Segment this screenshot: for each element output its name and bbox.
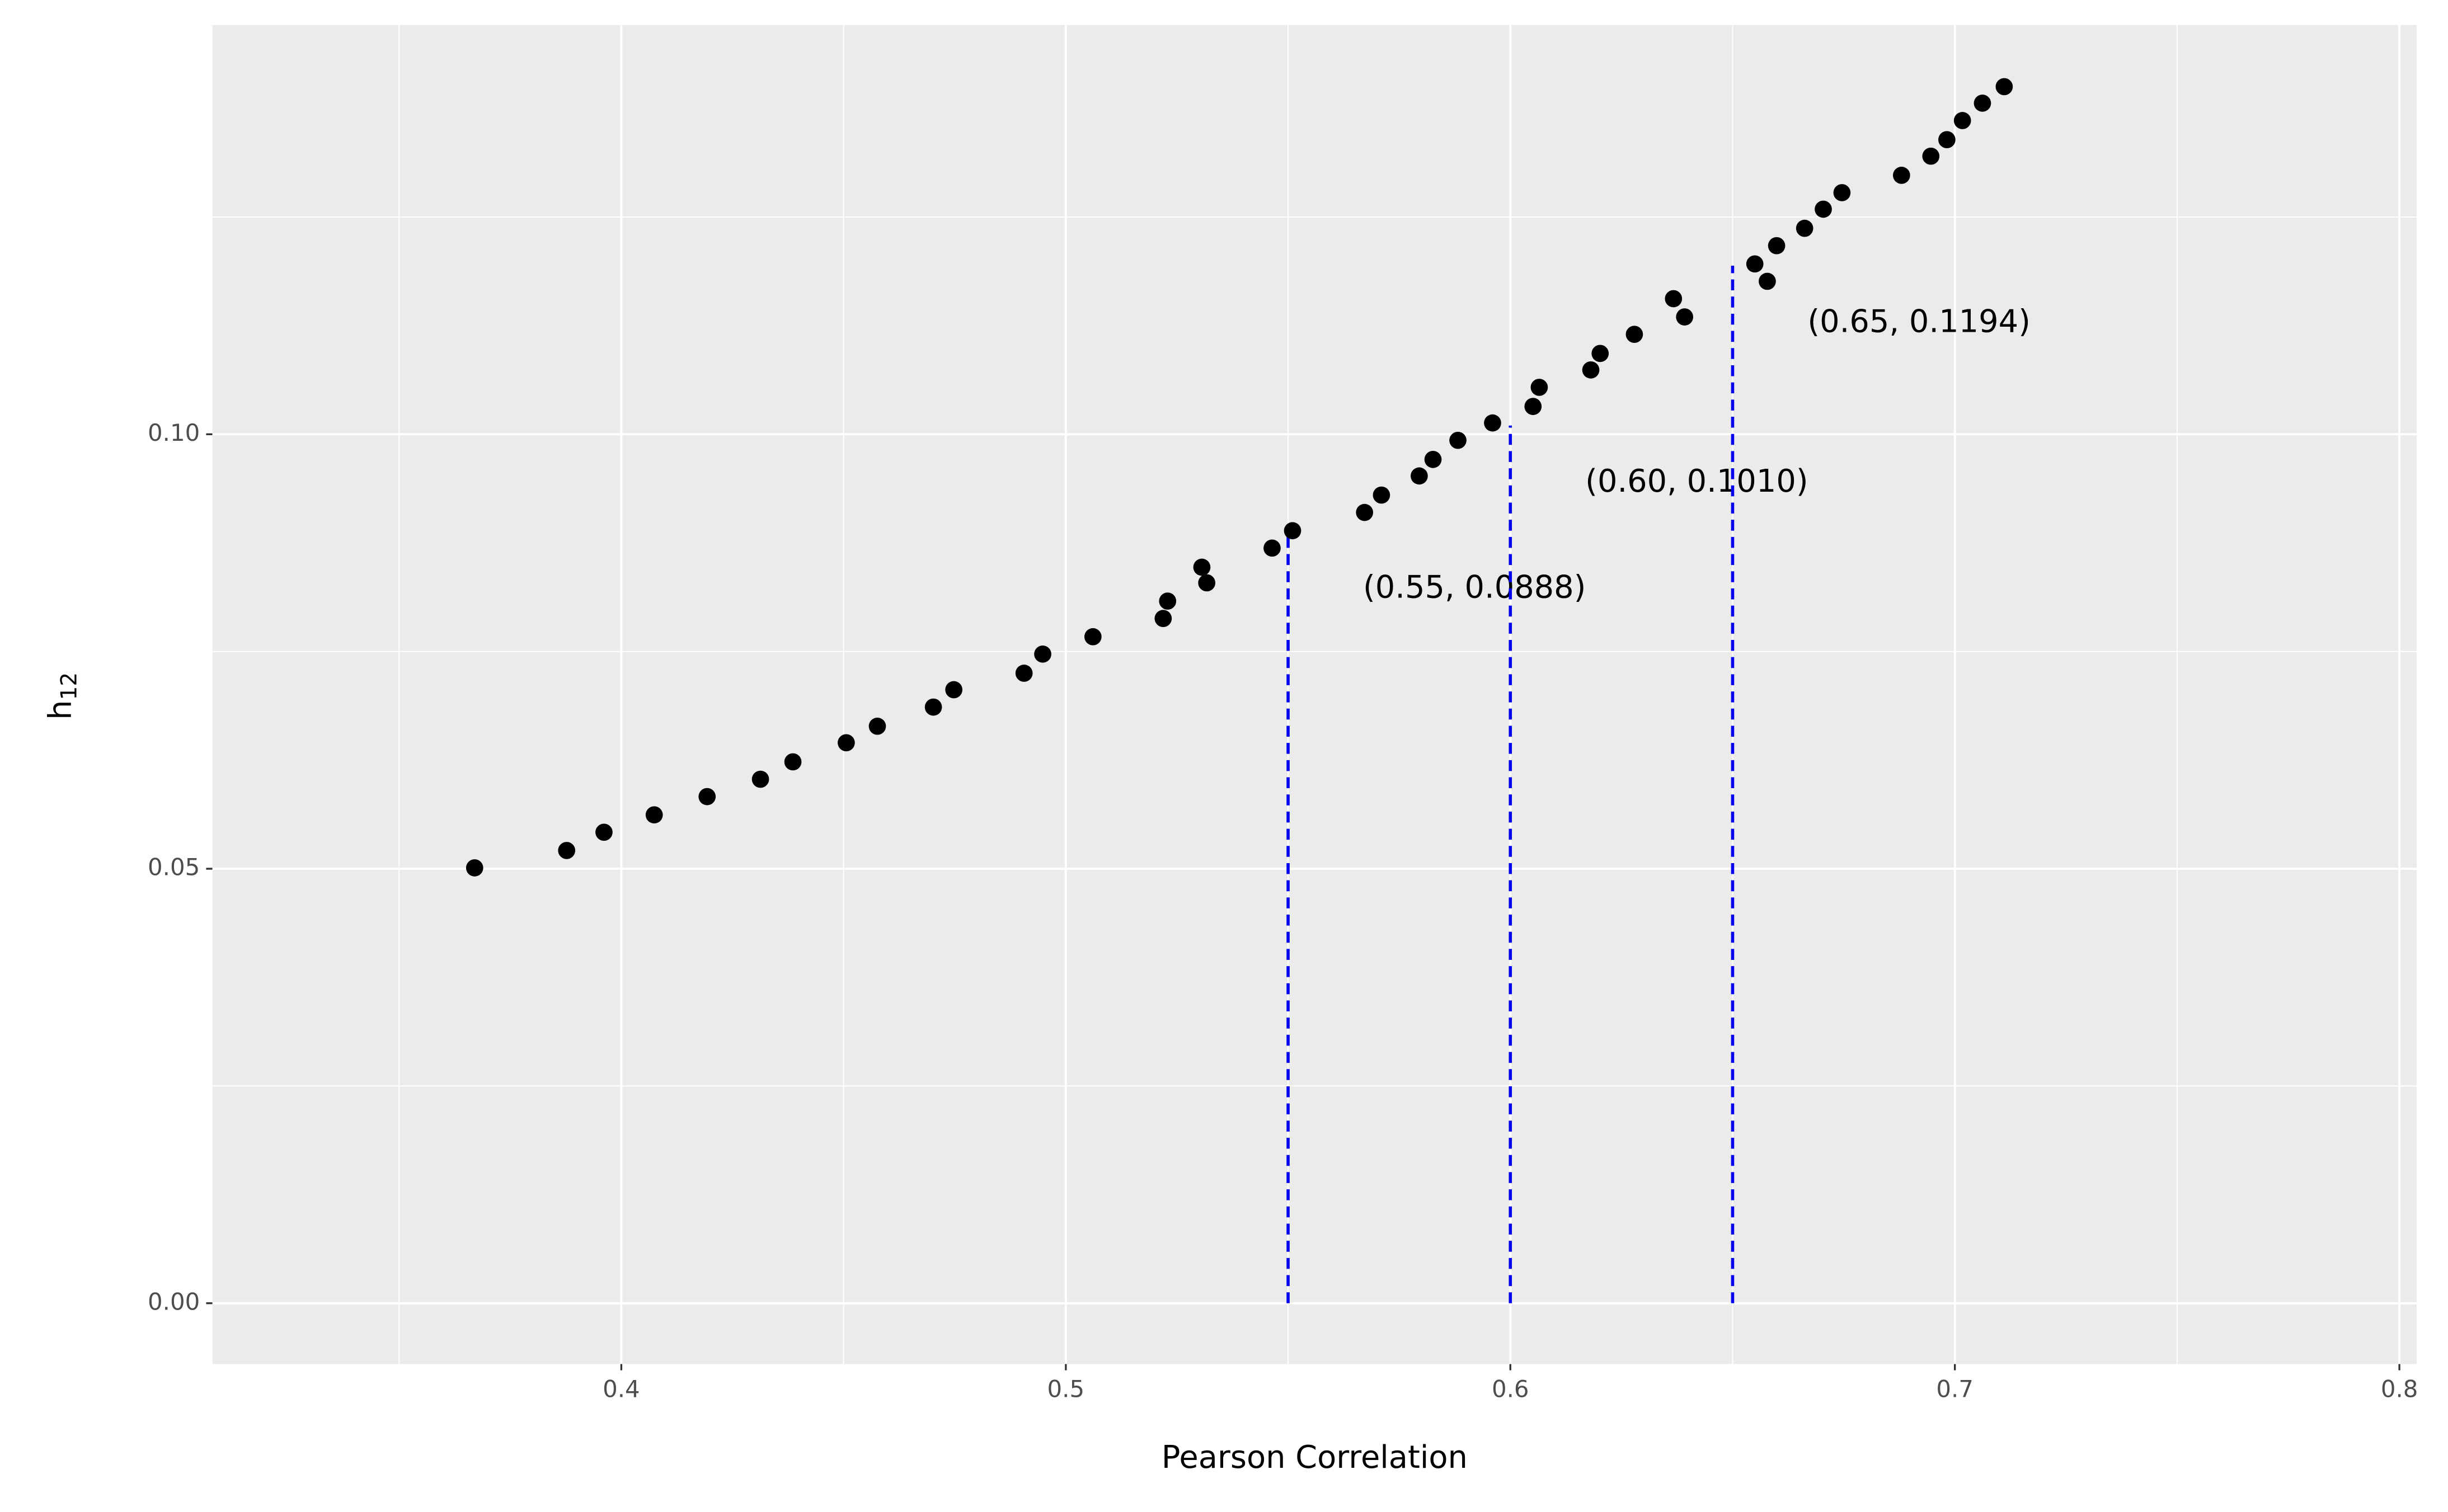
y-tick-label: 0.00 [148, 1288, 200, 1315]
point [1815, 200, 1832, 218]
point [1893, 167, 1910, 184]
point [1373, 486, 1390, 504]
point [595, 823, 613, 841]
x-tick-label: 0.5 [1047, 1375, 1085, 1402]
x-axis-title: Pearson Correlation [1162, 1439, 1468, 1476]
point [1154, 610, 1172, 627]
point [1995, 78, 2013, 96]
point [1530, 379, 1548, 396]
point [1198, 574, 1216, 592]
point [784, 753, 802, 771]
point [1625, 326, 1643, 343]
y-axis-title-base: h [43, 700, 79, 720]
point [1759, 272, 1776, 290]
x-tick-label: 0.8 [2381, 1375, 2418, 1402]
point [1159, 592, 1177, 610]
point [1665, 290, 1683, 308]
plot-background [212, 25, 2417, 1364]
point [868, 717, 886, 735]
point [1676, 308, 1694, 326]
y-axis-title-subscript: 12 [57, 672, 82, 700]
point [1591, 345, 1609, 362]
point [1484, 414, 1501, 432]
point [1768, 237, 1786, 255]
x-tick-label: 0.4 [603, 1375, 640, 1402]
point [1796, 219, 1813, 237]
point [698, 788, 716, 806]
y-tick-label: 0.05 [148, 854, 200, 881]
point [1449, 431, 1467, 449]
point [1263, 539, 1281, 557]
point [751, 770, 769, 788]
point [1974, 95, 1991, 112]
point [558, 842, 576, 859]
point [1833, 184, 1851, 201]
point [1953, 112, 1971, 129]
point [1356, 503, 1374, 521]
point [1746, 255, 1764, 273]
annotation: (0.60, 0.1010) [1585, 463, 1808, 500]
point [1193, 558, 1211, 576]
point [1411, 467, 1428, 485]
point [1284, 522, 1301, 540]
point [1084, 628, 1102, 646]
x-tick-label: 0.7 [1936, 1375, 1974, 1402]
point [1922, 147, 1940, 165]
annotation: (0.65, 0.1194) [1807, 303, 2030, 340]
point [1938, 131, 1956, 149]
point [1015, 665, 1033, 682]
x-tick-label: 0.6 [1492, 1375, 1529, 1402]
y-axis-title: h12 [43, 672, 82, 720]
point [466, 859, 483, 877]
point [838, 734, 855, 752]
annotation: (0.55, 0.0888) [1363, 569, 1586, 606]
point [1582, 361, 1600, 379]
point [1424, 451, 1442, 468]
point [945, 681, 962, 699]
point [645, 806, 663, 824]
y-tick-label: 0.10 [148, 419, 200, 446]
point [924, 698, 942, 716]
point [1034, 645, 1051, 663]
point [1524, 398, 1542, 415]
